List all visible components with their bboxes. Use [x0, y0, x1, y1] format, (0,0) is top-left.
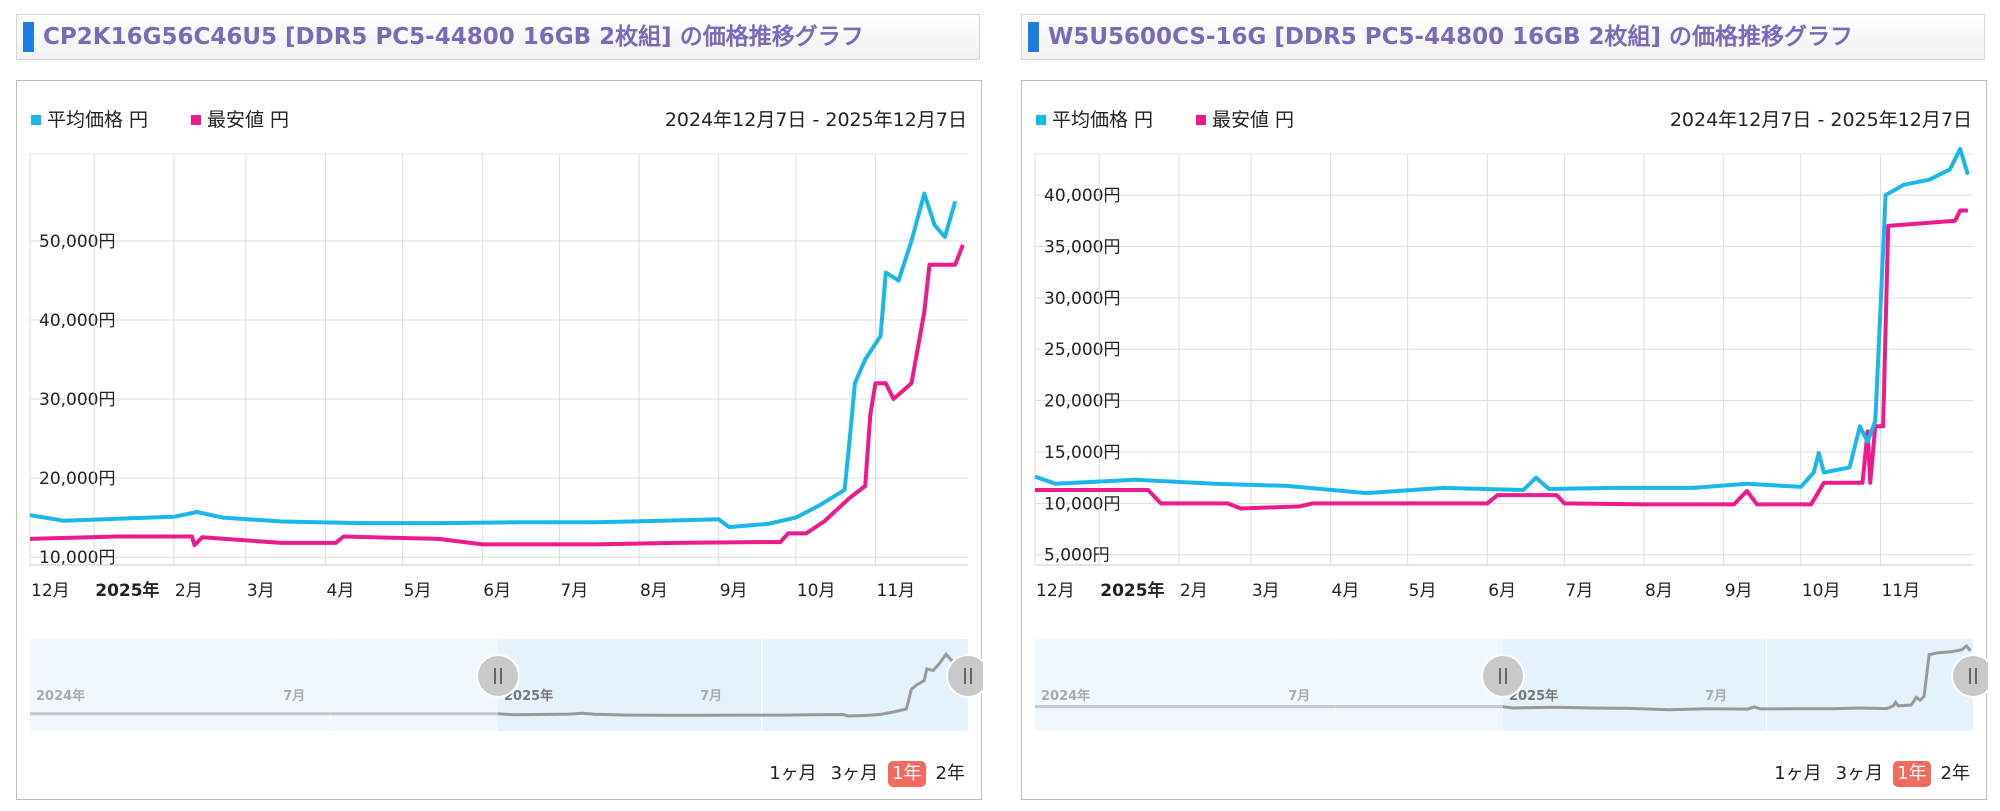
- title-bar: W5U5600CS-16G [DDR5 PC5-44800 16GB 2枚組] …: [1021, 14, 1985, 60]
- y-tick-label: 30,000円: [1044, 289, 1120, 309]
- y-tick-label: 5,000円: [1044, 546, 1110, 566]
- y-tick-label: 25,000円: [1044, 340, 1120, 360]
- x-tick-label: 6月: [483, 581, 511, 601]
- price-chart: 平均価格 円 最安値 円 2024年12月7日 - 2025年12月7日 5,000円…: [1034, 109, 1988, 731]
- title-accent-mark: [23, 22, 34, 52]
- chart-title: CP2K16G56C46U5 [DDR5 PC5-44800 16GB 2枚組]…: [43, 24, 864, 50]
- x-tick-label: 4月: [327, 581, 355, 601]
- x-tick-label: 5月: [1409, 581, 1437, 601]
- x-tick-label: 9月: [720, 581, 748, 601]
- y-tick-label: 15,000円: [1044, 443, 1120, 463]
- x-tick-label: 9月: [1725, 581, 1753, 601]
- y-tick-label: 50,000円: [39, 232, 115, 252]
- x-tick-label: 8月: [1645, 581, 1673, 601]
- y-tick-label: 30,000円: [39, 390, 115, 410]
- x-tick-label: 8月: [640, 581, 668, 601]
- legend-swatch-min: [191, 115, 201, 125]
- legend-swatch-min: [1196, 115, 1206, 125]
- x-tick-label: 7月: [560, 581, 588, 601]
- range-selector: 1ヶ月 3ヶ月 1年 2年: [765, 761, 969, 787]
- legend-swatch-avg: [1036, 115, 1046, 125]
- series-line-avg: [29, 191, 958, 530]
- price-chart-panel-1: W5U5600CS-16G [DDR5 PC5-44800 16GB 2枚組] …: [1021, 0, 1988, 811]
- navigator-left-handle[interactable]: [1481, 654, 1525, 698]
- range-3-months-button[interactable]: 3ヶ月: [1835, 763, 1884, 784]
- x-tick-label: 5月: [404, 581, 432, 601]
- range-1-month-button[interactable]: 1ヶ月: [1774, 763, 1822, 784]
- range-1-month-button[interactable]: 1ヶ月: [769, 763, 817, 784]
- range-3-months-button[interactable]: 3ヶ月: [830, 763, 879, 784]
- date-range-label: 2024年12月7日 - 2025年12月7日: [665, 109, 967, 131]
- chart-container: 平均価格 円 最安値 円 2024年12月7日 - 2025年12月7日 10,000…: [16, 80, 983, 800]
- price-chart-panel-0: CP2K16G56C46U5 [DDR5 PC5-44800 16GB 2枚組]…: [16, 0, 983, 811]
- navigator-label: 7月: [1288, 689, 1310, 704]
- x-tick-label: 2025年: [95, 580, 159, 601]
- navigator-left-handle[interactable]: [476, 654, 520, 698]
- x-tick-label: 7月: [1565, 581, 1593, 601]
- navigator-selected-window: [1503, 639, 1973, 731]
- legend-label-avg: 平均価格 円: [1052, 109, 1153, 131]
- x-tick-label: 2月: [1180, 581, 1208, 601]
- legend-label-min: 最安値 円: [207, 109, 289, 131]
- y-tick-label: 20,000円: [39, 469, 115, 489]
- series-line-min: [29, 244, 965, 548]
- navigator-label: 2025年: [1509, 688, 1558, 704]
- range-2-years-button[interactable]: 2年: [935, 763, 965, 784]
- legend-label-avg: 平均価格 円: [47, 109, 148, 131]
- date-range-label: 2024年12月7日 - 2025年12月7日: [1670, 109, 1972, 131]
- navigator-label: 7月: [700, 689, 722, 704]
- x-tick-label: 6月: [1488, 581, 1516, 601]
- chart-title: W5U5600CS-16G [DDR5 PC5-44800 16GB 2枚組] …: [1048, 24, 1854, 50]
- navigator-price-line: [497, 651, 963, 718]
- x-tick-label: 10月: [797, 581, 836, 601]
- y-tick-label: 40,000円: [1044, 186, 1120, 206]
- navigator-label: 2025年: [504, 688, 553, 704]
- y-tick-label: 35,000円: [1044, 237, 1120, 257]
- series-line-avg: [1034, 146, 1970, 496]
- y-tick-label: 20,000円: [1044, 392, 1120, 412]
- x-tick-label: 2月: [175, 581, 203, 601]
- x-tick-label: 12月: [31, 581, 70, 601]
- x-tick-label: 11月: [1881, 581, 1920, 601]
- legend-label-min: 最安値 円: [1212, 109, 1294, 131]
- range-2-years-button[interactable]: 2年: [1940, 763, 1970, 784]
- title-accent-mark: [1028, 22, 1039, 52]
- range-1-year-button[interactable]: 1年: [1893, 761, 1931, 787]
- range-selector: 1ヶ月 3ヶ月 1年 2年: [1770, 761, 1974, 787]
- legend-swatch-avg: [31, 115, 41, 125]
- x-tick-label: 4月: [1332, 581, 1360, 601]
- x-tick-label: 2025年: [1100, 580, 1164, 601]
- price-chart: 平均価格 円 最安値 円 2024年12月7日 - 2025年12月7日 10,000…: [29, 109, 983, 731]
- chart-container: 平均価格 円 最安値 円 2024年12月7日 - 2025年12月7日 5,000円…: [1021, 80, 1988, 800]
- navigator-label: 7月: [283, 689, 305, 704]
- navigator-label: 2024年: [36, 688, 85, 704]
- range-1-year-button[interactable]: 1年: [888, 761, 926, 787]
- x-tick-label: 12月: [1036, 581, 1075, 601]
- navigator-selected-window: [498, 639, 968, 731]
- y-tick-label: 10,000円: [1044, 494, 1120, 514]
- series-line-min: [1035, 208, 1968, 511]
- y-tick-label: 40,000円: [39, 311, 115, 331]
- navigator-label: 2024年: [1041, 688, 1090, 704]
- x-tick-label: 3月: [1252, 581, 1280, 601]
- navigator-label: 7月: [1705, 689, 1727, 704]
- title-bar: CP2K16G56C46U5 [DDR5 PC5-44800 16GB 2枚組]…: [16, 14, 980, 60]
- y-tick-label: 10,000円: [39, 548, 115, 568]
- x-tick-label: 3月: [247, 581, 275, 601]
- x-tick-label: 10月: [1802, 581, 1841, 601]
- x-tick-label: 11月: [876, 581, 915, 601]
- navigator-price-line: [1502, 643, 1972, 712]
